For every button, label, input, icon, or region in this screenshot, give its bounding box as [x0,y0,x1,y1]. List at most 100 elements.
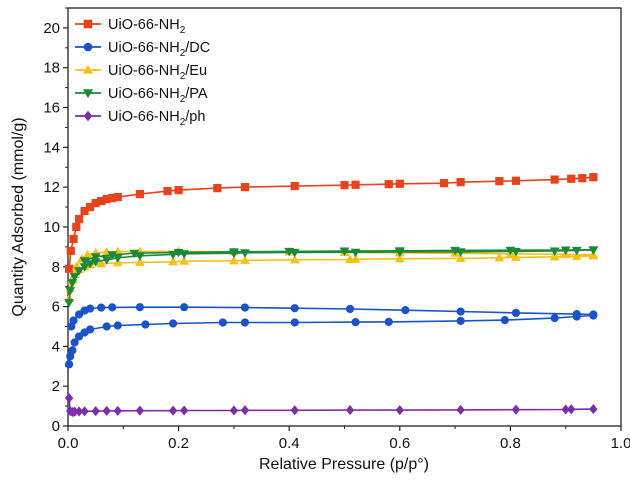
data-point [289,254,300,264]
data-point [439,179,449,188]
data-point [168,319,178,328]
data-point [80,406,89,417]
data-point [80,306,89,315]
data-point [113,321,122,330]
data-point [74,267,84,276]
data-point [290,405,299,416]
data-point [345,405,355,416]
y-tick-label: 6 [52,299,60,316]
data-point [550,314,559,323]
legend-item: UiO-66-NH2/PA [75,86,208,105]
data-point [64,299,74,308]
data-point [129,249,140,259]
data-point [511,308,521,318]
data-point [141,320,150,329]
data-point [113,405,122,416]
data-point [456,316,465,326]
y-axis-title: Quantity Adsorbed (mmol/g) [10,117,27,316]
data-point [500,316,509,325]
data-point [113,192,122,202]
data-point [240,318,250,327]
data-point [240,255,250,264]
data-point [229,248,239,257]
data-point [240,183,250,192]
y-tick-label: 4 [52,338,60,355]
data-point [168,256,178,266]
data-point [90,253,101,262]
data-point [135,303,144,312]
x-tick-label: 0.0 [58,435,79,452]
data-point [213,184,222,193]
data-point [135,257,145,266]
series-layer [64,173,599,418]
data-point [229,255,239,265]
legend-marker [83,19,93,29]
data-point [351,180,360,189]
data-point [180,303,189,312]
data-point [549,251,560,261]
data-point [511,404,521,415]
data-point [66,246,75,255]
legend-label: UiO-66-NH2/PA [108,86,208,105]
data-point [456,178,465,187]
data-point [218,318,227,327]
data-point [173,248,184,258]
x-axis: 0.0 0.2 0.4 0.6 0.8 1.0 [58,426,630,452]
data-point [394,247,405,256]
legend-marker [83,42,93,52]
y-tick-label: 2 [52,378,60,395]
x-tick-label: 0.6 [389,435,410,452]
data-point [571,251,582,260]
data-point [401,306,410,315]
data-point [384,180,393,189]
data-point [589,404,598,415]
data-point [179,256,190,265]
data-point [69,234,78,243]
data-point [74,310,84,319]
data-point [97,303,106,312]
legend-item: UiO-66-NH2/DC [75,40,210,59]
data-point [456,307,465,316]
data-point [494,252,505,262]
data-point [290,182,299,191]
adsorption-line [68,255,594,299]
legend: UiO-66-NH2 UiO-66-NH2/DC UiO-66-NH2/Eu UiO-… [75,17,210,128]
data-point [550,175,559,184]
data-point [179,405,189,416]
data-point [588,246,599,255]
data-point [290,318,299,327]
data-point [67,322,76,331]
legend-label: UiO-66-NH2/ph [108,109,205,128]
y-tick-label: 18 [43,60,60,77]
data-point [572,310,581,319]
data-point [65,360,74,369]
data-point [339,247,350,257]
data-point [108,303,117,312]
data-point [589,310,598,319]
data-point [135,190,144,199]
data-point [240,405,250,416]
data-point [505,246,516,256]
data-point [351,317,360,327]
y-tick-label: 20 [43,20,60,37]
data-point [560,246,571,256]
data-point [229,405,239,416]
x-tick-label: 1.0 [611,435,630,452]
data-point [69,273,80,282]
data-point [384,317,393,326]
data-point [74,214,84,224]
y-axis: 0 2 4 6 8 10 12 14 16 18 20 [43,7,68,435]
y-tick-label: 8 [52,259,60,276]
data-point [163,187,172,196]
legend-marker [82,64,94,74]
y-tick-label: 10 [43,219,60,236]
x-tick-label: 0.4 [279,435,300,452]
data-point [174,186,183,195]
data-point [567,174,576,183]
data-point [395,179,404,188]
legend-label: UiO-66-NH2/DC [108,40,210,59]
data-point [345,304,355,314]
legend-marker [83,110,93,122]
y-tick-label: 12 [43,179,60,196]
